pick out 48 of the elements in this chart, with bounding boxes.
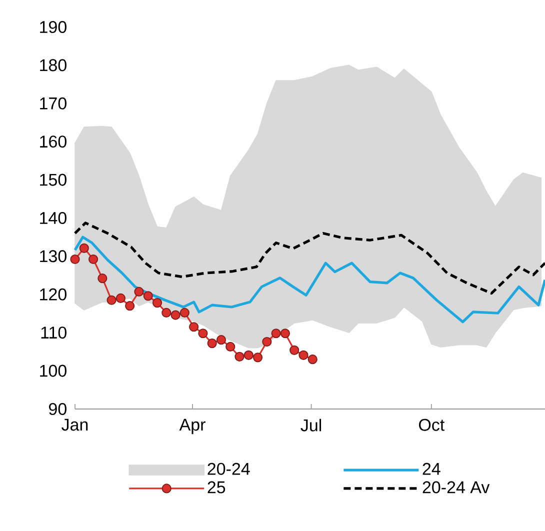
x-tick-label: Oct [419, 418, 445, 431]
x-tick-label: Apr [179, 418, 206, 434]
point [226, 342, 236, 352]
point [143, 291, 153, 301]
x-tick-label: Jan [62, 418, 88, 431]
y-tick-label: 190 [40, 20, 66, 34]
point [106, 295, 116, 305]
point [162, 308, 172, 318]
point [271, 328, 281, 338]
line-series [74, 222, 545, 295]
y-tick-label: 110 [41, 326, 66, 339]
y-tick-label: 100 [40, 364, 66, 377]
point [308, 354, 318, 364]
y-tick-label: 180 [40, 59, 66, 72]
point [207, 338, 217, 348]
point [290, 345, 300, 355]
point [262, 336, 272, 347]
point [125, 301, 135, 311]
line-series [74, 236, 545, 324]
y-tick-label: 140 [40, 212, 66, 224]
y-tick-label: 170 [40, 97, 66, 110]
point [70, 254, 80, 264]
point [198, 328, 208, 338]
y-tick-label: 90 [49, 402, 66, 416]
point [244, 350, 254, 360]
point [152, 298, 162, 308]
x-tick-label: Jul [300, 418, 322, 432]
point [134, 286, 144, 297]
point [280, 328, 290, 338]
legend-label: 20-24 Av [422, 481, 490, 494]
y-tick-label: 150 [40, 174, 66, 186]
point [116, 293, 126, 304]
point [88, 254, 98, 264]
point [252, 352, 263, 362]
point [189, 322, 199, 332]
y-tick-label: 120 [40, 288, 66, 300]
legend-label: 20-24 [208, 462, 250, 475]
point [79, 243, 89, 253]
point [98, 274, 108, 284]
point [234, 352, 244, 362]
y-tick-label: 160 [40, 136, 66, 148]
legend-label: 25 [208, 481, 226, 494]
y-tick-label: 130 [40, 250, 66, 262]
point [180, 308, 190, 318]
point [216, 335, 226, 345]
legend-label: 24 [422, 462, 440, 475]
point [298, 350, 308, 360]
point [170, 310, 180, 320]
